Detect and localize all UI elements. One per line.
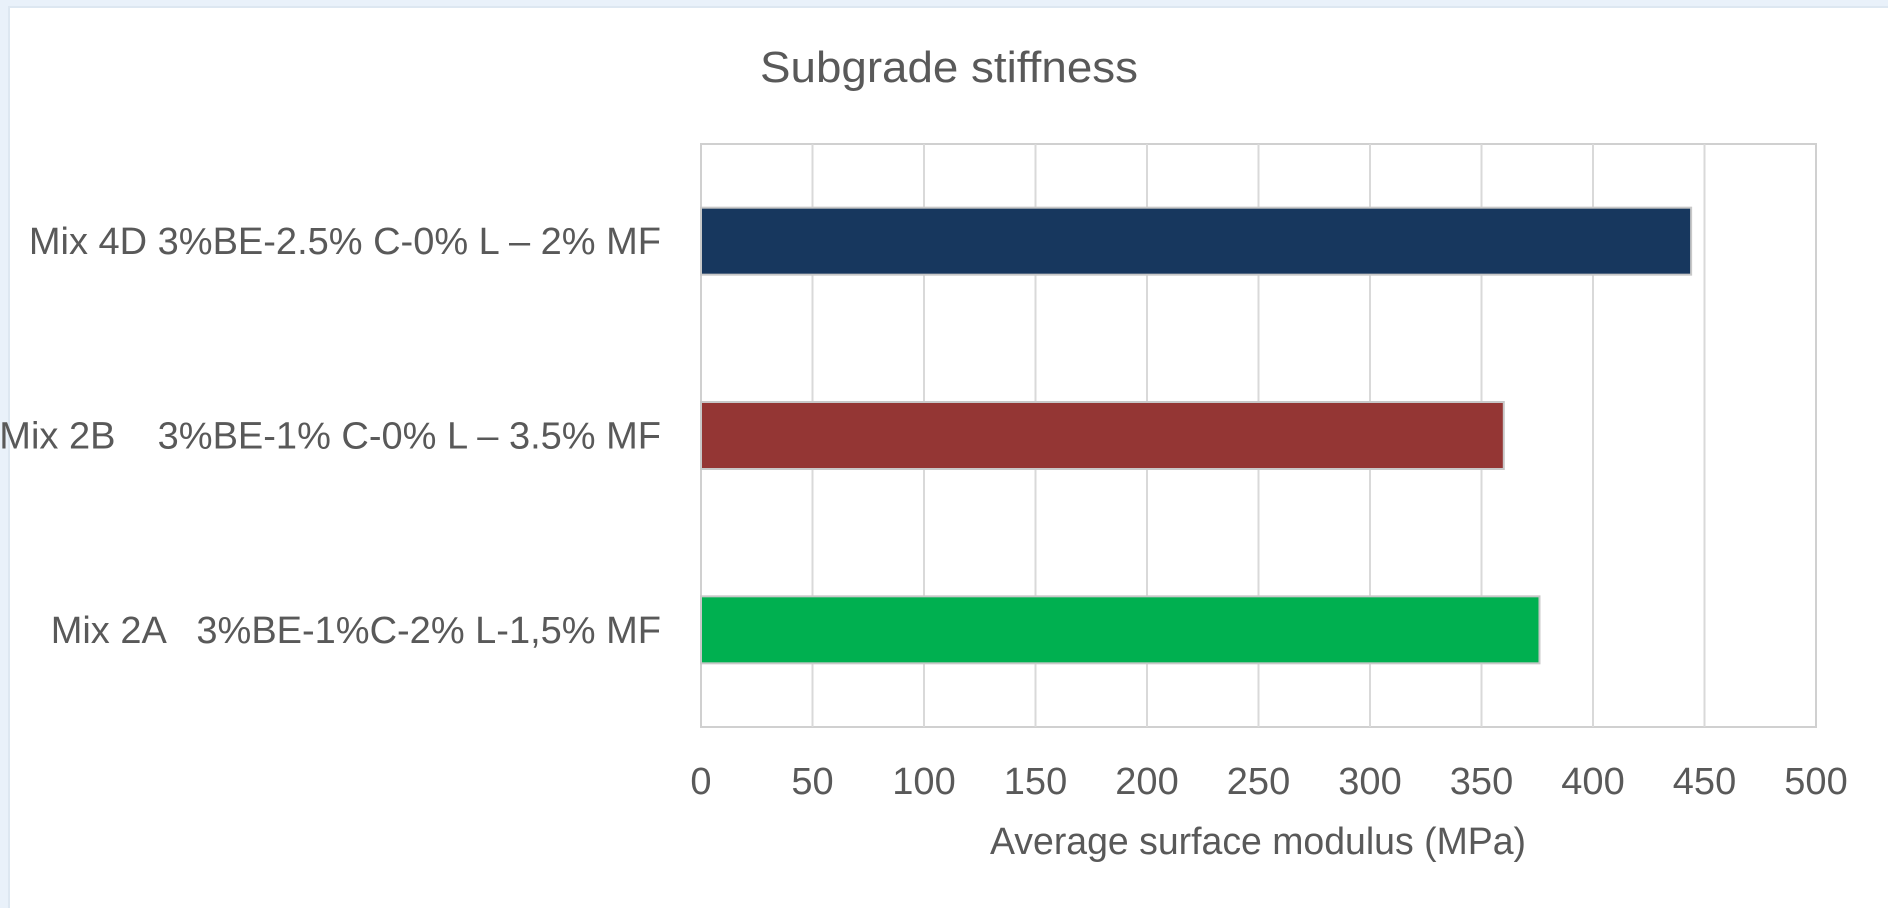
x-axis-label: Average surface modulus (MPa)	[990, 821, 1526, 863]
bar-3	[700, 595, 1541, 665]
x-tick-label-150: 150	[1004, 761, 1067, 803]
bar-2	[700, 401, 1505, 470]
x-tick-label-200: 200	[1115, 761, 1178, 803]
chart-title: Subgrade stiffness	[760, 43, 1138, 92]
x-tick-label-0: 0	[690, 761, 711, 803]
x-tick-label-450: 450	[1673, 761, 1736, 803]
x-tick-label-500: 500	[1784, 761, 1847, 803]
category-labels: Mix 4D 3%BE-2.5% C-0% L – 2% MF Mix 2B 3%…	[0, 221, 661, 652]
x-tick-label-50: 50	[791, 761, 833, 803]
x-tick-labels: 0 50 100 150 200 250 300 350 400 450 500	[690, 761, 1847, 803]
x-tick-label-300: 300	[1338, 761, 1401, 803]
category-label-1: Mix 4D 3%BE-2.5% C-0% L – 2% MF	[29, 221, 661, 263]
x-tick-label-100: 100	[892, 761, 955, 803]
category-label-3: Mix 2A 3%BE-1%C-2% L-1,5% MF	[51, 610, 661, 652]
bars	[700, 206, 1693, 665]
bar-1	[700, 206, 1693, 276]
x-tick-label-350: 350	[1450, 761, 1513, 803]
category-label-2: Mix 2B 3%BE-1% C-0% L – 3.5% MF	[0, 416, 661, 458]
x-tick-label-400: 400	[1561, 761, 1624, 803]
x-tick-label-250: 250	[1227, 761, 1290, 803]
